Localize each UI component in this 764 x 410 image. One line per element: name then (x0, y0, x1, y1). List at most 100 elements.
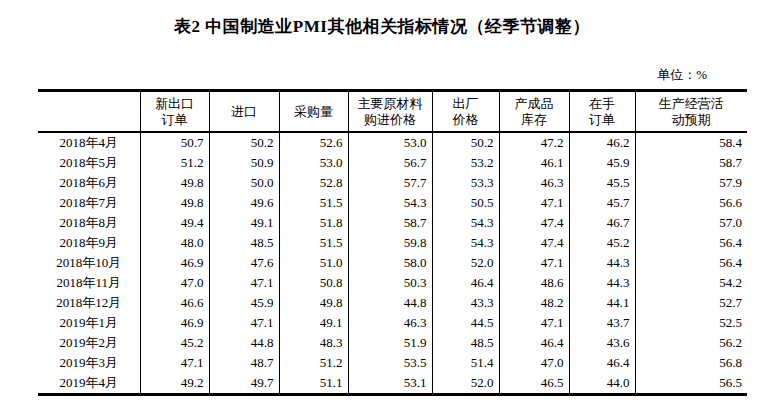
page-title: 表2 中国制造业PMI其他相关指标情况（经季节调整） (0, 0, 764, 38)
cell-value: 58.0 (348, 253, 432, 273)
cell-value: 47.1 (140, 353, 209, 373)
cell-value: 51.4 (432, 353, 499, 373)
cell-value: 51.8 (279, 213, 348, 233)
cell-value: 53.0 (279, 153, 348, 173)
table-row: 2018年9月48.048.551.559.854.347.445.256.4 (38, 233, 747, 253)
header-finished-goods-inventory: 产成品 库存 (499, 91, 569, 133)
cell-value: 56.4 (635, 233, 747, 253)
table-row: 2018年4月50.750.252.653.050.247.246.258.4 (38, 132, 747, 153)
cell-value: 50.2 (432, 132, 499, 153)
cell-value: 56.5 (635, 373, 747, 395)
row-label: 2018年11月 (38, 273, 140, 293)
cell-value: 47.0 (140, 273, 209, 293)
cell-value: 56.6 (635, 193, 747, 213)
table-header: 新出口 订单 进口 采购量 主要原材料 购进价格 出厂 价格 产成品 库存 在手… (38, 91, 747, 133)
cell-value: 53.1 (348, 373, 432, 395)
cell-value: 46.4 (499, 333, 569, 353)
cell-value: 51.2 (279, 353, 348, 373)
cell-value: 51.5 (279, 193, 348, 213)
cell-value: 46.3 (348, 313, 432, 333)
cell-value: 50.9 (209, 153, 279, 173)
cell-value: 52.5 (635, 313, 747, 333)
cell-value: 44.8 (348, 293, 432, 313)
cell-value: 44.1 (569, 293, 635, 313)
cell-value: 56.7 (348, 153, 432, 173)
header-raw-material-prices: 主要原材料 购进价格 (348, 91, 432, 133)
cell-value: 46.9 (140, 313, 209, 333)
cell-value: 53.5 (348, 353, 432, 373)
header-row: 新出口 订单 进口 采购量 主要原材料 购进价格 出厂 价格 产成品 库存 在手… (38, 91, 747, 133)
table-row: 2018年7月49.849.651.554.350.547.145.756.6 (38, 193, 747, 213)
cell-value: 58.7 (348, 213, 432, 233)
cell-value: 46.6 (140, 293, 209, 313)
unit-label: 单位：% (38, 66, 747, 84)
cell-value: 47.1 (499, 193, 569, 213)
cell-value: 53.0 (348, 132, 432, 153)
cell-value: 50.5 (432, 193, 499, 213)
cell-value: 50.8 (279, 273, 348, 293)
table-row: 2019年4月49.249.751.153.152.046.544.056.5 (38, 373, 747, 395)
cell-value: 49.1 (279, 313, 348, 333)
cell-value: 46.5 (499, 373, 569, 395)
cell-value: 44.3 (569, 273, 635, 293)
cell-value: 45.9 (569, 153, 635, 173)
cell-value: 52.6 (279, 132, 348, 153)
header-blank (38, 91, 140, 133)
table-row: 2019年3月47.148.751.253.551.447.046.456.8 (38, 353, 747, 373)
cell-value: 49.1 (209, 213, 279, 233)
table-row: 2018年11月47.047.150.850.346.448.644.354.2 (38, 273, 747, 293)
row-label: 2018年7月 (38, 193, 140, 213)
table-row: 2019年1月46.947.149.146.344.547.143.752.5 (38, 313, 747, 333)
cell-value: 54.3 (432, 233, 499, 253)
cell-value: 44.5 (432, 313, 499, 333)
cell-value: 58.7 (635, 153, 747, 173)
cell-value: 47.1 (209, 313, 279, 333)
cell-value: 46.1 (499, 153, 569, 173)
cell-value: 45.2 (140, 333, 209, 353)
row-label: 2018年5月 (38, 153, 140, 173)
row-label: 2019年4月 (38, 373, 140, 395)
cell-value: 53.2 (432, 153, 499, 173)
cell-value: 43.3 (432, 293, 499, 313)
cell-value: 46.9 (140, 253, 209, 273)
document-page: 表2 中国制造业PMI其他相关指标情况（经季节调整） 单位：% 新出口 订单 进… (0, 0, 764, 410)
cell-value: 47.4 (499, 213, 569, 233)
header-ex-factory-prices: 出厂 价格 (432, 91, 499, 133)
row-label: 2019年1月 (38, 313, 140, 333)
table-row: 2018年12月46.645.949.844.843.348.244.152.7 (38, 293, 747, 313)
cell-value: 45.2 (569, 233, 635, 253)
cell-value: 47.0 (499, 353, 569, 373)
cell-value: 50.2 (209, 132, 279, 153)
cell-value: 46.4 (569, 353, 635, 373)
cell-value: 52.8 (279, 173, 348, 193)
cell-value: 43.6 (569, 333, 635, 353)
table-row: 2018年10月46.947.651.058.052.047.144.356.4 (38, 253, 747, 273)
cell-value: 56.4 (635, 253, 747, 273)
cell-value: 48.6 (499, 273, 569, 293)
cell-value: 44.8 (209, 333, 279, 353)
cell-value: 52.0 (432, 253, 499, 273)
table-row: 2018年6月49.850.052.857.753.346.345.557.9 (38, 173, 747, 193)
table-row: 2019年2月45.244.848.351.948.546.443.656.2 (38, 333, 747, 353)
cell-value: 47.1 (499, 313, 569, 333)
cell-value: 45.5 (569, 173, 635, 193)
table-row: 2018年5月51.250.953.056.753.246.145.958.7 (38, 153, 747, 173)
row-label: 2019年3月 (38, 353, 140, 373)
cell-value: 46.4 (432, 273, 499, 293)
cell-value: 48.5 (209, 233, 279, 253)
cell-value: 49.2 (140, 373, 209, 395)
cell-value: 51.5 (279, 233, 348, 253)
cell-value: 52.0 (432, 373, 499, 395)
cell-value: 45.9 (209, 293, 279, 313)
header-new-export-orders: 新出口 订单 (140, 91, 209, 133)
header-purchasing-quantity: 采购量 (279, 91, 348, 133)
cell-value: 47.4 (499, 233, 569, 253)
header-business-expectations: 生产经营活 动预期 (635, 91, 747, 133)
row-label: 2018年9月 (38, 233, 140, 253)
table-row: 2018年8月49.449.151.858.754.347.446.757.0 (38, 213, 747, 233)
cell-value: 58.4 (635, 132, 747, 153)
cell-value: 51.9 (348, 333, 432, 353)
cell-value: 54.3 (432, 213, 499, 233)
cell-value: 50.7 (140, 132, 209, 153)
cell-value: 56.2 (635, 333, 747, 353)
